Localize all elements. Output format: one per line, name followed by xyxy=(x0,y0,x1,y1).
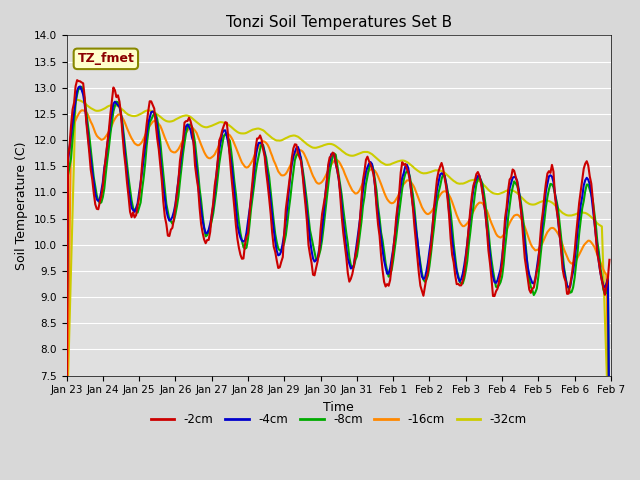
Legend: -2cm, -4cm, -8cm, -16cm, -32cm: -2cm, -4cm, -8cm, -16cm, -32cm xyxy=(146,408,531,431)
Title: Tonzi Soil Temperatures Set B: Tonzi Soil Temperatures Set B xyxy=(226,15,452,30)
Y-axis label: Soil Temperature (C): Soil Temperature (C) xyxy=(15,141,28,270)
X-axis label: Time: Time xyxy=(323,401,354,414)
Text: TZ_fmet: TZ_fmet xyxy=(77,52,134,65)
